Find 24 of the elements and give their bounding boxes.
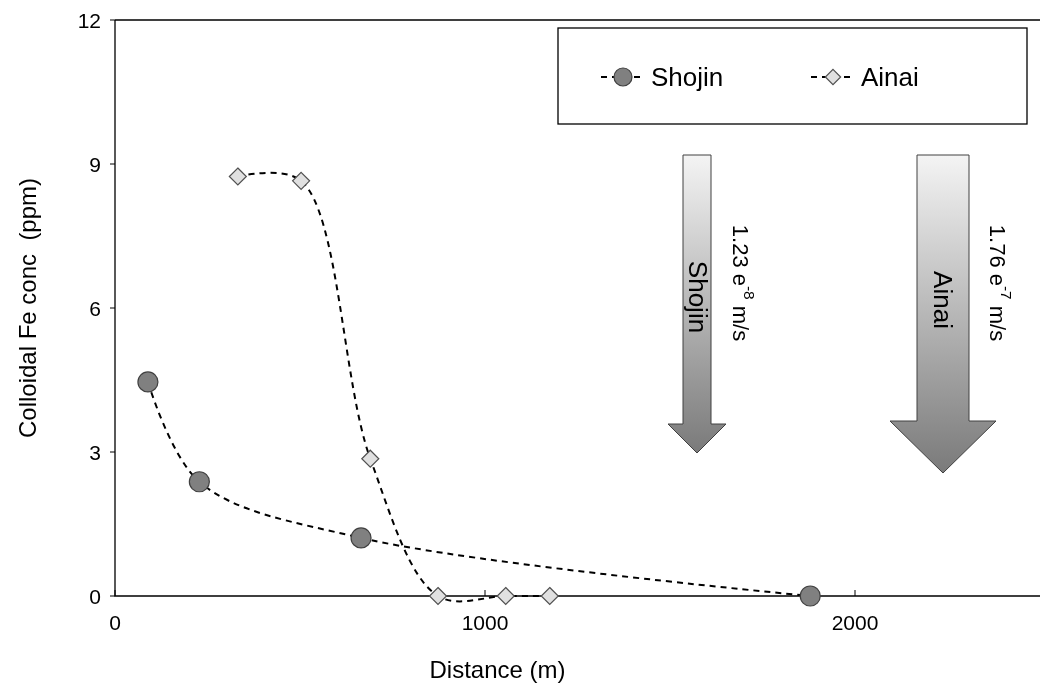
- y-tick-label: 12: [77, 8, 101, 32]
- y-tick-label: 3: [89, 440, 101, 464]
- annotation: Shojin: [683, 260, 713, 334]
- x-tick-label: 0: [109, 611, 121, 634]
- y-tick-label: 9: [89, 152, 101, 176]
- y-tick-label: 6: [89, 296, 101, 320]
- y-tick-label: 0: [89, 584, 101, 608]
- legend-label: Ainai: [861, 62, 919, 92]
- point: [228, 167, 247, 186]
- x-tick-label: 1000: [461, 611, 509, 634]
- point: [428, 586, 448, 606]
- point: [350, 527, 372, 549]
- point: [137, 371, 159, 393]
- y-axis-title: Colloidal Fe conc (ppm): [14, 177, 41, 439]
- point: [292, 171, 311, 190]
- annotation: Ainai: [928, 271, 958, 329]
- point: [361, 449, 380, 468]
- x-axis-title: Distance (m): [429, 656, 566, 683]
- legend-label: Shojin: [651, 62, 724, 92]
- point: [496, 586, 515, 606]
- point: [188, 471, 210, 493]
- point: [540, 586, 559, 606]
- x-tick-label: 2000: [831, 611, 879, 634]
- point: [799, 585, 821, 607]
